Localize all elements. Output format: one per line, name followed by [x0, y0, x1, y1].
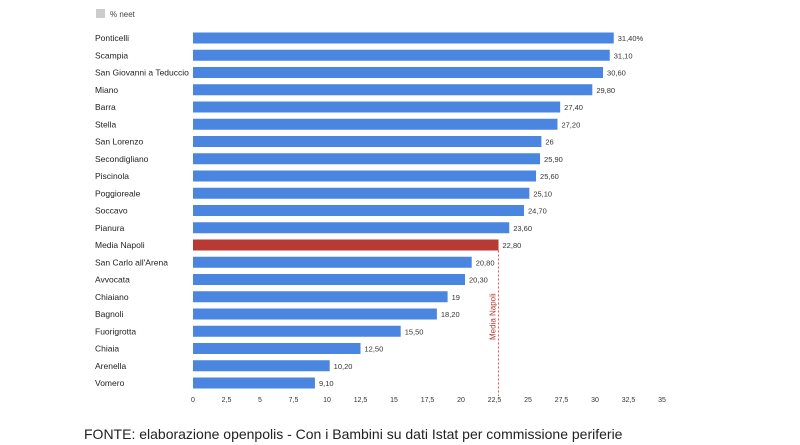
bar — [193, 360, 330, 372]
x-tick-label: 20 — [457, 397, 465, 404]
category-label: Media Napoli — [95, 240, 145, 250]
legend: % neet — [96, 9, 136, 19]
value-label: 15,50 — [405, 327, 424, 336]
category-label: Soccavo — [95, 206, 128, 216]
bar — [193, 84, 593, 96]
source-caption: FONTE: elaborazione openpolis - Con i Ba… — [84, 426, 623, 442]
bar — [193, 136, 542, 147]
value-label: 31,40% — [618, 34, 644, 43]
bars-layer: Ponticelli 31,40% Scampia 31,10 San Giovanni… — [95, 32, 644, 389]
category-label: Avvocata — [95, 275, 130, 285]
value-label: 27,20 — [561, 120, 580, 129]
category-label: Stella — [95, 119, 117, 129]
category-label: Bagnoli — [95, 309, 123, 319]
x-tick-label: 22,5 — [488, 397, 502, 404]
x-tick-label: 30 — [591, 397, 599, 404]
value-label: 9,10 — [319, 379, 334, 388]
value-label: 31,10 — [614, 51, 633, 60]
value-label: 10,20 — [334, 362, 353, 371]
value-label: 23,60 — [513, 224, 532, 233]
value-label: 25,90 — [544, 155, 563, 164]
chart: % neet Ponticelli 31,40% Scampia 31,10 San G… — [95, 9, 666, 404]
bar — [193, 325, 401, 337]
bar — [193, 274, 466, 285]
bar — [193, 222, 510, 234]
x-tick-label: 5 — [258, 397, 262, 404]
category-label: Arenella — [95, 361, 126, 371]
category-label: Chiaia — [95, 344, 119, 354]
x-tick-label: 12,5 — [354, 397, 368, 404]
category-label: Secondigliano — [95, 154, 149, 164]
x-tick-label: 17,5 — [421, 397, 435, 404]
x-tick-label: 7,5 — [289, 397, 299, 404]
bar — [193, 256, 472, 268]
x-tick-label: 32,5 — [622, 397, 636, 404]
bar — [193, 118, 558, 130]
value-label: 25,60 — [540, 172, 559, 181]
x-tick-label: 35 — [658, 397, 666, 404]
category-label: Miano — [95, 85, 118, 95]
category-label: San Lorenzo — [95, 137, 143, 147]
legend-label: % neet — [110, 10, 136, 19]
bar-chart: % neet Ponticelli 31,40% Scampia 31,10 San G… — [95, 9, 666, 404]
x-axis: 0 2,5 5 7,5 10 12,5 15 17,5 20 22,5 25 27,5 30 32,5 35 — [191, 397, 666, 404]
value-label: 18,20 — [441, 310, 460, 319]
value-label: 19 — [452, 293, 460, 302]
bar — [193, 187, 530, 199]
category-label: Ponticelli — [95, 33, 129, 43]
category-label: Poggioreale — [95, 188, 141, 198]
category-label: Chiaiano — [95, 292, 129, 302]
reference-line-label: Media Napoli — [489, 293, 498, 340]
bar — [193, 170, 537, 182]
value-label: 26 — [545, 138, 553, 147]
bar — [193, 377, 315, 389]
bar — [193, 308, 437, 320]
category-label: Fuorigrotta — [95, 326, 136, 336]
value-label: 24,70 — [528, 207, 547, 216]
value-label: 27,40 — [564, 103, 583, 112]
value-label: 29,80 — [596, 86, 615, 95]
category-label: San Carlo all'Arena — [95, 257, 168, 267]
category-label: Scampia — [95, 50, 128, 60]
x-tick-label: 2,5 — [222, 397, 232, 404]
bar — [193, 153, 541, 165]
bar — [193, 205, 524, 216]
value-label: 22,80 — [503, 241, 522, 250]
value-label: 25,10 — [533, 189, 552, 198]
x-tick-label: 25 — [524, 397, 532, 404]
category-label: Vomero — [95, 378, 125, 388]
bar — [193, 291, 448, 303]
value-label: 20,80 — [476, 258, 495, 267]
bar — [193, 67, 604, 78]
category-label: Barra — [95, 102, 116, 112]
value-label: 12,50 — [365, 345, 384, 354]
category-label: San Giovanni a Teduccio — [95, 68, 189, 78]
bar — [193, 101, 561, 113]
x-tick-label: 15 — [390, 397, 398, 404]
bar — [193, 49, 610, 61]
reference-line-layer: Media Napoli — [489, 250, 499, 396]
category-label: Piscinola — [95, 171, 129, 181]
highlight-bar — [193, 239, 499, 251]
legend-swatch — [96, 9, 105, 18]
value-label: 30,60 — [607, 69, 626, 78]
bar — [193, 32, 614, 44]
bar — [193, 343, 361, 354]
x-tick-label: 0 — [191, 397, 195, 404]
value-label: 20,30 — [469, 276, 488, 285]
x-tick-label: 27,5 — [555, 397, 569, 404]
category-label: Pianura — [95, 223, 125, 233]
x-tick-label: 10 — [323, 397, 331, 404]
